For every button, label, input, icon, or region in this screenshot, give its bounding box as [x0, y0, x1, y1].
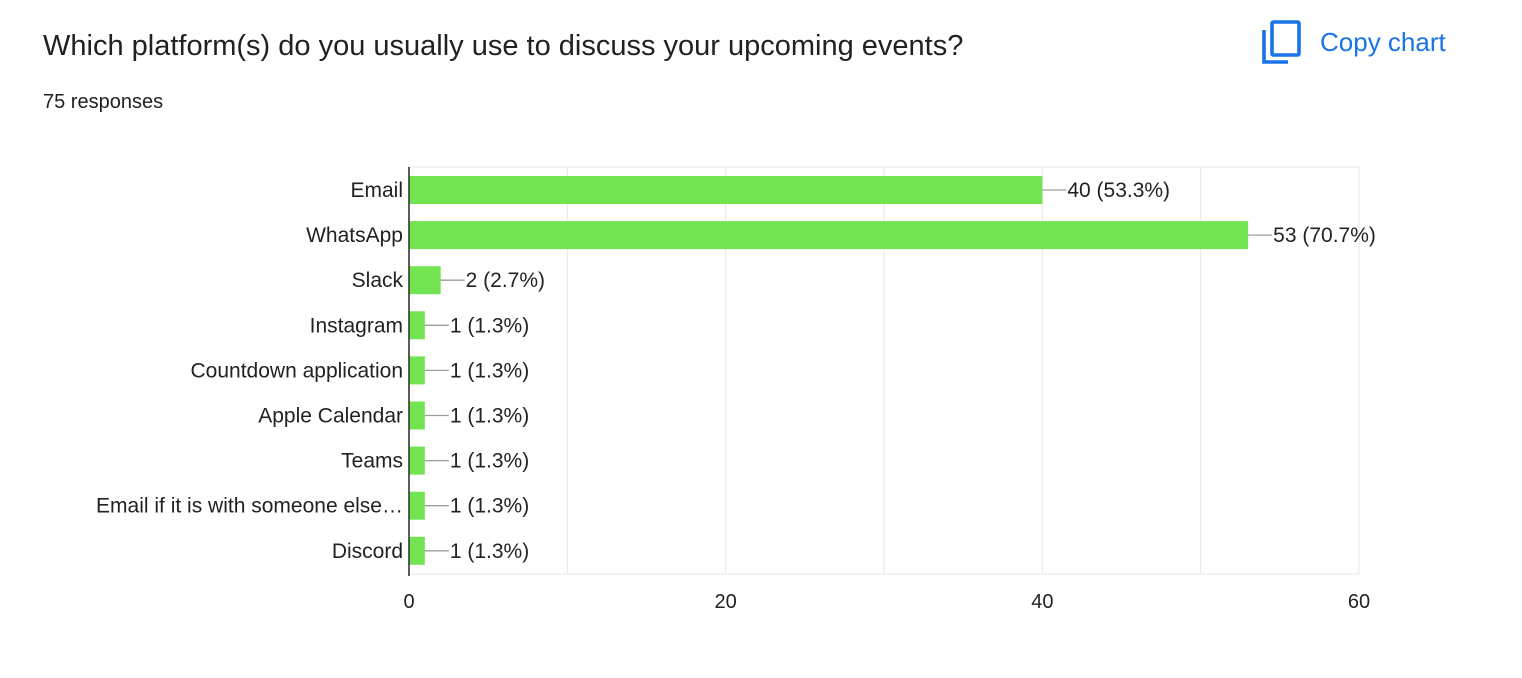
question-title: Which platform(s) do you usually use to …: [43, 30, 964, 62]
bar: [409, 356, 425, 385]
category-label: Countdown application: [191, 359, 403, 382]
category-label: WhatsApp: [306, 224, 403, 247]
data-label: 1 (1.3%): [450, 495, 529, 518]
x-tick-label: 20: [715, 591, 737, 613]
bar: [409, 266, 441, 295]
data-label: 1 (1.3%): [450, 540, 529, 563]
category-label: Email if it is with someone else…: [96, 495, 403, 518]
data-label: 53 (70.7%): [1273, 224, 1376, 247]
data-label: 1 (1.3%): [450, 314, 529, 337]
category-label: Email: [350, 179, 403, 202]
x-tick-label: 60: [1348, 591, 1370, 613]
copy-chart-label: Copy chart: [1320, 26, 1446, 57]
bar: [409, 491, 425, 520]
bar: [409, 446, 425, 475]
category-label: Apple Calendar: [258, 405, 403, 428]
data-label: 1 (1.3%): [450, 450, 529, 473]
copy-chart-button[interactable]: Copy chart: [1262, 20, 1446, 64]
x-tick-label: 0: [403, 591, 414, 613]
bar: [409, 311, 425, 340]
data-label: 2 (2.7%): [466, 269, 545, 292]
category-label: Teams: [341, 450, 403, 473]
bar: [409, 401, 425, 430]
x-tick-label: 40: [1031, 591, 1053, 613]
data-label: 1 (1.3%): [450, 359, 529, 382]
data-label: 1 (1.3%): [450, 405, 529, 428]
copy-icon: [1262, 20, 1301, 64]
bar: [409, 536, 425, 565]
category-label: Instagram: [310, 314, 403, 337]
bar: [409, 221, 1249, 250]
response-count: 75 responses: [43, 91, 164, 113]
category-label: Slack: [352, 269, 404, 292]
data-label: 40 (53.3%): [1067, 179, 1170, 202]
category-label: Discord: [332, 540, 403, 563]
bar: [409, 176, 1043, 204]
